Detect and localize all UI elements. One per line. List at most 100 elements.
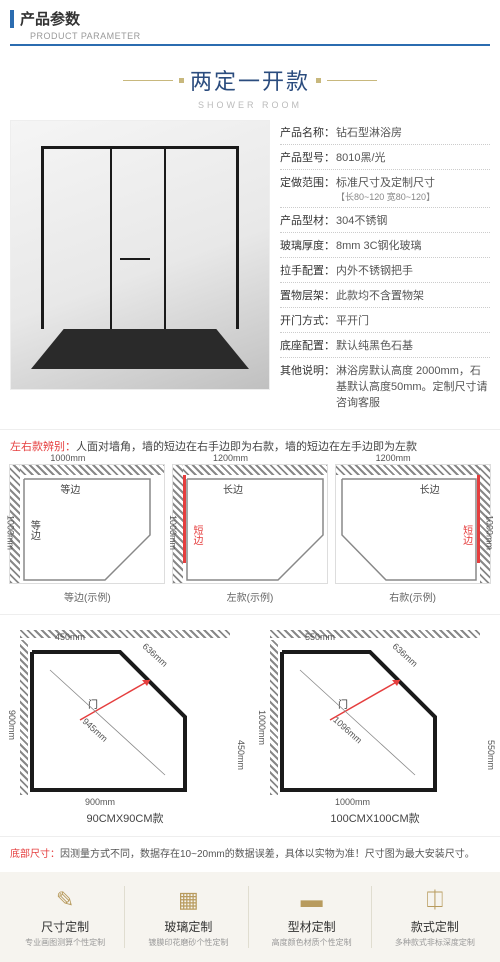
spec-value: 8mm 3C钢化玻璃 (336, 237, 422, 253)
footer-icon: ▬ (253, 886, 371, 914)
dim: 1000mm (257, 710, 267, 745)
diagram-box: 1000mm1000mm等边等边 (9, 464, 165, 584)
footer-card: ▬ 型材定制 高度颜色材质个性定制 (253, 886, 372, 948)
dim: 900mm (7, 710, 17, 740)
footer-title: 款式定制 (376, 918, 494, 935)
size-box: 门 450mm 636mm 900mm 945mm 450mm 900mm (10, 630, 240, 805)
size-diagram: 门 450mm 636mm 900mm 945mm 450mm 900mm 90… (10, 630, 240, 826)
spec-label: 产品型材： (280, 212, 336, 228)
diagram: 1200mm1000mm长边短边右款(示例) (335, 464, 491, 604)
diagrams-row: 1000mm1000mm等边等边等边(示例) 1200mm1000mm长边短边左… (0, 459, 500, 614)
spec-label: 其他说明： (280, 362, 336, 410)
decor-dot (179, 78, 184, 83)
spec-value: 此款均不含置物架 (336, 287, 424, 303)
short-label: 短边 (459, 525, 474, 545)
footer-sub: 多种款式非标深度定制 (376, 937, 494, 948)
dim: 900mm (85, 797, 115, 807)
distinguish-text: 人面对墙角，墙的短边在右手边即为右款，墙的短边在左手边即为左款 (76, 441, 417, 453)
dim: 450mm (236, 740, 246, 770)
product-image (10, 120, 270, 390)
enclosure-outline: 门 (260, 630, 490, 805)
diagram-caption: 右款(示例) (335, 589, 491, 604)
shape-outline (173, 465, 327, 583)
spec-value: 默认纯黑色石基 (336, 337, 413, 353)
spec-label: 产品名称： (280, 124, 336, 140)
edge-label: 长边 (223, 481, 243, 496)
footer-card: ✎ 尺寸定制 专业画图测算个性定制 (6, 886, 125, 948)
diagram: 1200mm1000mm长边短边左款(示例) (172, 464, 328, 604)
short-label: 短边 (189, 525, 204, 545)
spec-value: 淋浴房默认高度 2000mm，石基默认高度50mm。定制尺寸请咨询客服 (336, 362, 490, 410)
footer-card: ▦ 玻璃定制 镀膜印花磨砂个性定制 (129, 886, 248, 948)
style-title-block: 两定一开款 (0, 64, 500, 96)
enclosure-outline: 门 (10, 630, 240, 805)
spec-label: 玻璃厚度： (280, 237, 336, 253)
spec-row: 玻璃厚度：8mm 3C钢化玻璃 (280, 232, 490, 257)
spec-row: 定做范围：标准尺寸及定制尺寸【长80~120 宽80~120】 (280, 169, 490, 207)
dim: 550mm (305, 632, 335, 642)
spec-row: 开门方式：平开门 (280, 307, 490, 332)
dim: 550mm (486, 740, 496, 770)
size-caption: 90CMX90CM款 (10, 810, 240, 826)
footer-sub: 高度颜色材质个性定制 (253, 937, 371, 948)
distinguish-label: 左右款辨别： (10, 441, 76, 453)
footer-title: 尺寸定制 (6, 918, 124, 935)
edge-label: 长边 (420, 481, 440, 496)
footer-title: 型材定制 (253, 918, 371, 935)
spec-value: 平开门 (336, 312, 369, 328)
spec-row: 产品名称：钻石型淋浴房 (280, 120, 490, 144)
spec-row: 产品型材：304不锈钢 (280, 207, 490, 232)
page-title: 产品参数 (20, 8, 80, 29)
style-title: 两定一开款 (190, 64, 310, 96)
spec-row: 产品型号：8010黑/光 (280, 144, 490, 169)
footer-sub: 镀膜印花磨砂个性定制 (129, 937, 247, 948)
edge-label: 等边 (60, 481, 80, 496)
dim: 450mm (55, 632, 85, 642)
size-box: 门 550mm 636mm 1000mm 1096mm 550mm 1000mm (260, 630, 490, 805)
dim-right: 1000mm (485, 515, 495, 550)
footer-sub: 专业画图测算个性定制 (6, 937, 124, 948)
spec-value: 304不锈钢 (336, 212, 387, 228)
diagram-caption: 等边(示例) (9, 589, 165, 604)
bottom-note-text: 因测量方式不同，数据存在10~20mm的数据误差，具体以实物为准！尺寸图为最大安… (60, 849, 475, 860)
spec-label: 产品型号： (280, 149, 336, 165)
size-diagram: 门 550mm 636mm 1000mm 1096mm 550mm 1000mm… (260, 630, 490, 826)
spec-row: 底座配置：默认纯黑色石基 (280, 332, 490, 357)
spec-label: 置物层架： (280, 287, 336, 303)
style-subtitle: SHOWER ROOM (0, 100, 500, 110)
footer-icon: ⎅ (376, 886, 494, 914)
size-caption: 100CMX100CM款 (260, 810, 490, 826)
edge-label: 等边 (26, 520, 41, 540)
footer-cards: ✎ 尺寸定制 专业画图测算个性定制▦ 玻璃定制 镀膜印花磨砂个性定制▬ 型材定制… (0, 872, 500, 962)
accent-bar (10, 10, 14, 28)
dim-top: 1200mm (376, 453, 411, 463)
decor-line (327, 80, 377, 81)
spec-label: 开门方式： (280, 312, 336, 328)
footer-icon: ▦ (129, 886, 247, 914)
footer-title: 玻璃定制 (129, 918, 247, 935)
footer-icon: ✎ (6, 886, 124, 914)
spec-label: 定做范围： (280, 174, 336, 203)
spec-value: 标准尺寸及定制尺寸【长80~120 宽80~120】 (336, 174, 435, 203)
spec-table: 产品名称：钻石型淋浴房产品型号：8010黑/光定做范围：标准尺寸及定制尺寸【长8… (280, 120, 490, 414)
spec-label: 底座配置： (280, 337, 336, 353)
dim-left: 1000mm (5, 515, 15, 550)
decor-dot (316, 78, 321, 83)
dim-top: 1000mm (50, 453, 85, 463)
diagram-box: 1200mm1000mm长边短边 (335, 464, 491, 584)
spec-row: 其他说明：淋浴房默认高度 2000mm，石基默认高度50mm。定制尺寸请咨询客服 (280, 357, 490, 414)
spec-row: 置物层架：此款均不含置物架 (280, 282, 490, 307)
spec-value: 钻石型淋浴房 (336, 124, 402, 140)
spec-row: 拉手配置：内外不锈钢把手 (280, 257, 490, 282)
shower-enclosure-illustration (41, 146, 239, 369)
spec-label: 拉手配置： (280, 262, 336, 278)
dim: 1000mm (335, 797, 370, 807)
bottom-note-label: 底部尺寸： (10, 849, 60, 860)
spec-value: 内外不锈钢把手 (336, 262, 413, 278)
size-diagrams: 门 450mm 636mm 900mm 945mm 450mm 900mm 90… (0, 614, 500, 836)
page-subtitle: PRODUCT PARAMETER (10, 31, 490, 46)
decor-line (123, 80, 173, 81)
bottom-note: 底部尺寸：因测量方式不同，数据存在10~20mm的数据误差，具体以实物为准！尺寸… (0, 836, 500, 872)
footer-card: ⎅ 款式定制 多种款式非标深度定制 (376, 886, 494, 948)
product-row: 产品名称：钻石型淋浴房产品型号：8010黑/光定做范围：标准尺寸及定制尺寸【长8… (0, 120, 500, 429)
